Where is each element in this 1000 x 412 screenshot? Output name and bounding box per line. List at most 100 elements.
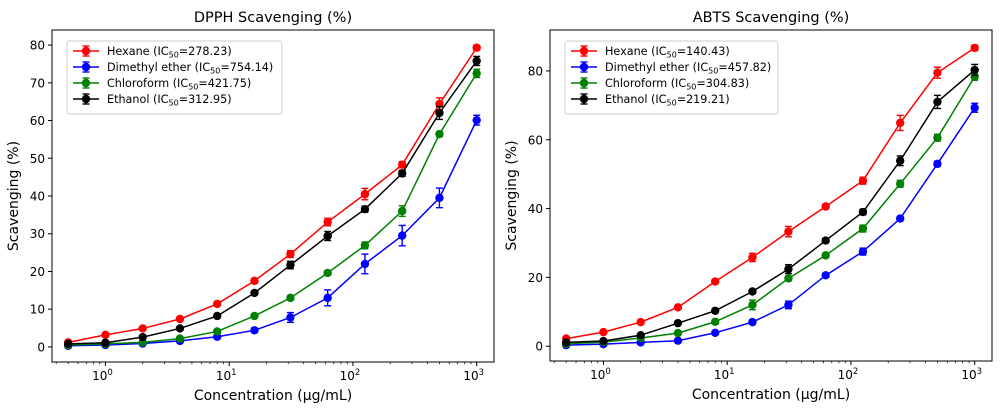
x-axis-label: Concentration (µg/mL) bbox=[194, 388, 352, 404]
data-point bbox=[435, 129, 444, 139]
data-point bbox=[784, 300, 793, 310]
y-tick-label: 40 bbox=[528, 202, 543, 216]
legend-series-name: Hexane bbox=[605, 45, 648, 58]
legend: Hexane (IC50=278.23)Dimethyl ether (IC50… bbox=[66, 40, 283, 115]
y-axis-label: Scavenging (%) bbox=[504, 140, 520, 250]
x-axis-label: Concentration (µg/mL) bbox=[692, 387, 850, 403]
data-point bbox=[673, 328, 683, 338]
y-tick-label: 30 bbox=[30, 227, 45, 241]
y-tick-label: 10 bbox=[30, 303, 45, 317]
legend-ic-subscript: 50 bbox=[708, 67, 718, 76]
data-point bbox=[250, 288, 259, 298]
y-tick-label: 60 bbox=[30, 114, 45, 128]
legend-ic-prefix: (IC bbox=[149, 93, 168, 106]
legend-close-paren: ) bbox=[227, 45, 231, 58]
legend-item-dimethyl-ether: Dimethyl ether (IC50=754.14) bbox=[73, 61, 273, 76]
legend-ic-subscript: 50 bbox=[210, 67, 220, 76]
data-point bbox=[599, 327, 608, 337]
data-point bbox=[63, 339, 73, 349]
data-point bbox=[636, 317, 645, 327]
legend-equals: = bbox=[677, 45, 686, 58]
legend-close-paren: ) bbox=[247, 77, 251, 90]
legend-ic50-value: 457.82 bbox=[728, 61, 767, 74]
data-point bbox=[212, 327, 222, 336]
data-point bbox=[784, 227, 793, 236]
x-tick-base: 10 bbox=[590, 368, 605, 382]
legend-marker-icon bbox=[579, 62, 589, 72]
y-tick-label: 20 bbox=[30, 265, 45, 279]
data-point bbox=[933, 68, 942, 77]
y-tick-label: 80 bbox=[30, 39, 45, 53]
legend-box bbox=[564, 40, 779, 115]
data-point bbox=[970, 65, 979, 75]
data-point bbox=[360, 205, 370, 214]
data-point bbox=[784, 264, 793, 274]
data-point bbox=[673, 303, 683, 312]
data-point bbox=[286, 293, 295, 303]
data-point bbox=[821, 251, 830, 260]
data-point bbox=[858, 207, 868, 217]
data-point bbox=[710, 277, 720, 286]
legend-ic-prefix: (IC bbox=[169, 77, 188, 90]
data-point bbox=[748, 253, 757, 262]
x-tick-exponent: 3 bbox=[479, 368, 484, 378]
legend-ic-prefix: (IC bbox=[150, 45, 169, 58]
legend-item-chloroform: Chloroform (IC50=304.83) bbox=[571, 77, 749, 92]
x-tick-base: 10 bbox=[340, 369, 355, 383]
y-tick-label: 70 bbox=[30, 76, 45, 90]
y-axis-label: Scavenging (%) bbox=[6, 141, 22, 251]
data-point bbox=[286, 313, 295, 322]
legend-series-name: Ethanol bbox=[107, 93, 149, 106]
data-point bbox=[472, 115, 481, 125]
legend-ic50-value: 219.21 bbox=[686, 93, 725, 106]
legend-ic-subscript: 50 bbox=[667, 99, 677, 108]
data-point bbox=[748, 300, 757, 310]
data-point bbox=[212, 299, 222, 309]
data-point bbox=[101, 338, 110, 347]
axes-frame bbox=[549, 29, 993, 362]
data-point bbox=[101, 330, 110, 340]
legend-ic-prefix: (IC bbox=[667, 77, 686, 90]
legend-label: Hexane (IC50=140.43) bbox=[605, 45, 730, 60]
data-point bbox=[286, 260, 295, 270]
legend-close-paren: ) bbox=[767, 61, 771, 74]
x-tick-base: 10 bbox=[463, 369, 478, 383]
x-tick-label: 101 bbox=[714, 367, 735, 382]
legend-marker-icon bbox=[579, 46, 589, 56]
series-dimethyl-ether bbox=[561, 102, 979, 350]
legend-ic-subscript: 50 bbox=[686, 83, 696, 92]
data-point bbox=[397, 160, 407, 169]
data-point bbox=[895, 156, 905, 165]
y-tick-label: 0 bbox=[535, 340, 543, 354]
data-point bbox=[821, 236, 830, 245]
data-point bbox=[970, 72, 979, 81]
data-point bbox=[784, 274, 793, 283]
data-point bbox=[710, 306, 720, 315]
data-point bbox=[472, 43, 481, 52]
legend-ic50-value: 278.23 bbox=[188, 45, 227, 58]
legend-ic-prefix: (IC bbox=[647, 93, 666, 106]
data-point bbox=[397, 206, 407, 216]
x-tick-label: 103 bbox=[463, 368, 484, 383]
data-point bbox=[748, 317, 757, 327]
data-point bbox=[250, 326, 259, 335]
x-tick-exponent: 1 bbox=[231, 368, 236, 378]
data-point bbox=[821, 202, 830, 211]
legend-series-name: Ethanol bbox=[605, 93, 647, 106]
legend-item-hexane: Hexane (IC50=140.43) bbox=[571, 45, 730, 60]
legend-item-ethanol: Ethanol (IC50=312.95) bbox=[73, 93, 232, 108]
data-point bbox=[323, 217, 332, 227]
legend-marker-icon bbox=[579, 94, 589, 104]
data-point bbox=[933, 97, 942, 107]
legend-ic50-value: 754.14 bbox=[230, 61, 269, 74]
y-tick-label: 40 bbox=[30, 190, 45, 204]
series-line bbox=[566, 107, 976, 346]
chart-title: DPPH Scavenging (%) bbox=[194, 10, 352, 26]
series-line bbox=[68, 47, 478, 344]
x-tick-exponent: 1 bbox=[729, 367, 734, 377]
x-tick-exponent: 0 bbox=[107, 368, 112, 378]
data-point bbox=[250, 311, 259, 321]
legend-equals: = bbox=[677, 93, 686, 106]
